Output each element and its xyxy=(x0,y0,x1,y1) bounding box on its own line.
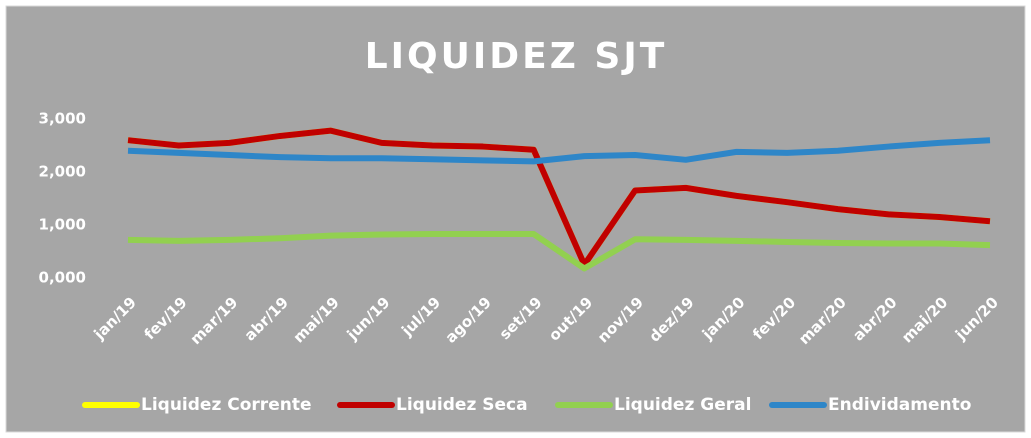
legend-label: Endividamento xyxy=(828,395,971,415)
legend-label: Liquidez Geral xyxy=(614,395,751,415)
y-tick-label: 2,000 xyxy=(39,163,86,181)
legend-label: Liquidez Seca xyxy=(396,395,528,415)
y-tick-label: 3,000 xyxy=(39,110,86,128)
legend-label: Liquidez Corrente xyxy=(141,395,311,415)
series-line xyxy=(127,127,991,268)
series-line xyxy=(127,231,991,272)
series-line xyxy=(127,137,991,165)
chart-background xyxy=(5,5,1026,433)
y-tick-label: 1,000 xyxy=(39,216,86,234)
chart-title: LIQUIDEZ SJT xyxy=(365,36,668,77)
y-tick-label: 0,000 xyxy=(39,269,86,287)
